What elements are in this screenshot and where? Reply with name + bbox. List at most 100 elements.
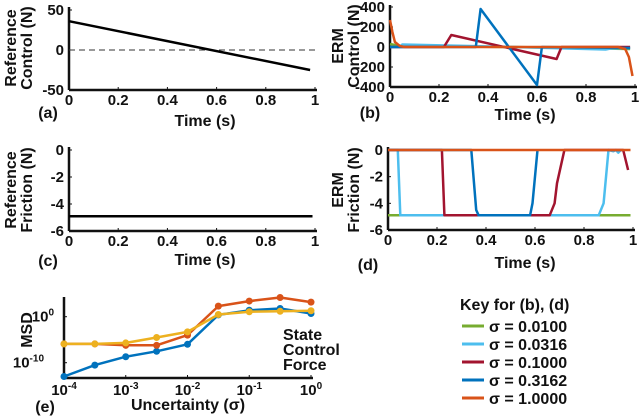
- x-tick-label: 0.2: [429, 89, 450, 106]
- data-point: [184, 340, 191, 348]
- y-tick-label: -6: [370, 222, 383, 239]
- tick-base: 10: [300, 382, 317, 399]
- legend-label: σ = 0.0100: [489, 319, 567, 336]
- data-point: [307, 298, 315, 306]
- panel-label: (c): [38, 253, 58, 270]
- y-tick-label: -6: [51, 223, 64, 240]
- series-line: [388, 19, 634, 77]
- x-tick-label: 0.6: [206, 92, 227, 109]
- legend-label: σ = 0.0316: [489, 337, 567, 354]
- legend-entry: σ = 0.0316: [462, 337, 567, 354]
- x-tick-label: 0.4: [157, 233, 179, 250]
- y-axis-label: Reference: [3, 9, 20, 86]
- panel-label: (a): [38, 105, 58, 122]
- x-tick-label: 0.4: [476, 232, 498, 249]
- data-point: [214, 302, 222, 310]
- y-tick-label: -50: [42, 82, 64, 99]
- y-tick-label: -400: [355, 79, 385, 96]
- series-line: [64, 309, 312, 346]
- y-tick-label: 0: [377, 39, 385, 56]
- x-tick-label: 1: [631, 89, 639, 106]
- tick-exponent: -4: [68, 381, 77, 392]
- x-tick-label: 0.8: [255, 92, 276, 109]
- tick-exponent: 0: [48, 308, 54, 319]
- x-tick-label: 0.2: [427, 232, 448, 249]
- data-point: [91, 340, 99, 348]
- x-tick-label: 0: [386, 89, 394, 106]
- x-axis-label: Time (s): [174, 113, 235, 130]
- x-tick-label: 0.4: [478, 89, 500, 106]
- y-tick-label: 0: [56, 42, 64, 59]
- data-point: [153, 341, 161, 349]
- data-point: [276, 293, 284, 301]
- x-tick-label: 0: [65, 233, 73, 250]
- series-line: [68, 19, 311, 72]
- x-tick-label: 10-4: [51, 381, 77, 399]
- y-axis-label: Reference: [3, 151, 20, 228]
- data-point: [60, 373, 68, 380]
- x-tick-label: 0: [65, 92, 73, 109]
- data-point: [91, 361, 99, 369]
- x-axis-label: Uncertainty (σ): [131, 397, 245, 414]
- tick-exponent: -3: [130, 381, 139, 392]
- data-point: [153, 347, 161, 355]
- x-tick-label: 0.8: [255, 233, 276, 250]
- legend-label: σ = 1.0000: [489, 391, 567, 408]
- tick-base: 10: [113, 382, 130, 399]
- legend-key: Key for (b), (d) σ = 0.0100 σ = 0.0316 σ…: [460, 297, 569, 408]
- data-point: [276, 307, 284, 315]
- panel-d: 0 0.2 0.4 0.6 0.8 1 0 -2 -4 -6 Time (s) (d) ERM Frict…: [330, 142, 637, 274]
- y-axis-label: Control (N): [19, 6, 36, 90]
- x-tick-label: 0.8: [574, 232, 595, 249]
- tick-base: 10: [32, 309, 49, 326]
- y-tick-label: 200: [360, 19, 385, 36]
- y-axis-label: ERM: [330, 28, 347, 64]
- x-tick-label: 0.6: [525, 232, 546, 249]
- data-point: [122, 339, 130, 347]
- tick-exponent: -10: [30, 354, 45, 365]
- x-axis-label: Time (s): [494, 255, 555, 272]
- tick-exponent: -1: [253, 381, 262, 392]
- panel-label: (e): [35, 399, 55, 416]
- annotation-label: Force: [283, 357, 327, 374]
- legend-entry: σ = 0.3162: [462, 373, 567, 390]
- data-point: [245, 308, 253, 316]
- panel-c: 0 0.2 0.4 0.6 0.8 1 0 -2 -4 -6 Time (s) (c) Referenc…: [3, 142, 319, 270]
- annotation-label: Control: [283, 342, 340, 359]
- y-tick-label: 100: [32, 308, 55, 326]
- x-tick-label: 1: [311, 233, 319, 250]
- panel-label: (d): [358, 257, 378, 274]
- data-point: [307, 307, 315, 315]
- x-tick-label: 10-2: [175, 381, 201, 399]
- legend-label: σ = 0.1000: [489, 355, 567, 372]
- legend-entry: σ = 0.1000: [462, 355, 567, 372]
- x-tick-label: 0.6: [206, 233, 227, 250]
- y-tick-label: 50: [47, 2, 64, 19]
- legend-entry: σ = 1.0000: [462, 391, 567, 408]
- data-point: [122, 353, 130, 361]
- y-tick-label: 0: [375, 142, 383, 159]
- x-tick-label: 0.2: [108, 233, 129, 250]
- x-axis-label: Time (s): [494, 107, 555, 124]
- x-tick-label: 0.8: [576, 89, 597, 106]
- data-point: [153, 334, 161, 342]
- y-tick-label: 10-10: [13, 354, 45, 372]
- data-point: [60, 340, 68, 348]
- x-tick-label: 10-3: [113, 381, 139, 399]
- x-tick-label: 10-1: [236, 381, 262, 399]
- x-tick-label: 0.6: [527, 89, 548, 106]
- data-point: [214, 311, 222, 319]
- x-tick-label: 1: [629, 232, 637, 249]
- tick-base: 10: [51, 382, 68, 399]
- legend-title: Key for (b), (d): [460, 297, 569, 314]
- y-axis-label: Friction (N): [346, 147, 363, 232]
- tick-exponent: 0: [317, 381, 323, 392]
- y-tick-label: -4: [370, 195, 384, 212]
- panel-label: (b): [360, 105, 380, 122]
- x-tick-label: 1: [311, 92, 319, 109]
- series-line: [388, 148, 539, 217]
- x-tick-label: 0.4: [157, 92, 179, 109]
- y-tick-label: 0: [56, 142, 64, 159]
